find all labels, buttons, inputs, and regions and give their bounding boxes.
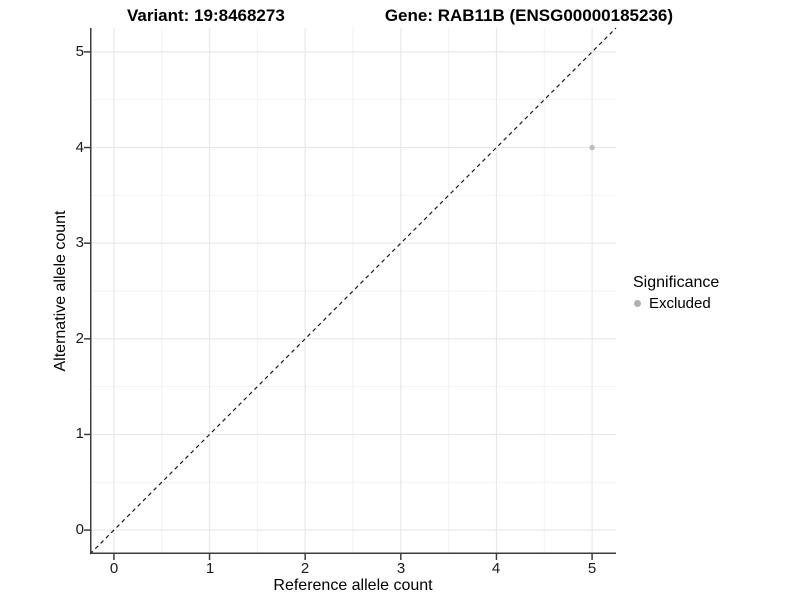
plot-title-variant: Variant: 19:8468273 [126, 6, 285, 25]
legend-title: Significance [633, 274, 720, 291]
x-tick-label: 1 [205, 560, 215, 577]
x-tick-label: 3 [396, 560, 406, 577]
x-tick-label: 2 [300, 560, 310, 577]
legend-item-label: Excluded [649, 295, 711, 312]
plot-title-gene: Gene: RAB11B (ENSG00000185236) [384, 6, 674, 25]
y-tick-label: 3 [75, 234, 84, 251]
y-axis-title: Alternative allele count [52, 210, 69, 372]
y-tick-label: 5 [75, 43, 84, 60]
data-point [589, 144, 595, 151]
x-tick-label: 0 [109, 560, 119, 577]
excluded-point-icon [634, 300, 641, 307]
x-tick-label: 4 [491, 560, 501, 577]
plot-panel [84, 27, 617, 560]
y-tick-label: 1 [75, 425, 84, 442]
y-tick-label: 2 [75, 330, 84, 347]
identity-line [89, 27, 617, 555]
y-tick-label: 0 [75, 521, 84, 538]
x-axis-title: Reference allele count [273, 577, 433, 594]
legend-item-excluded: Excluded [631, 295, 719, 312]
y-tick-label: 4 [75, 139, 84, 156]
plot-title: Variant: 19:8468273 Gene: RAB11B (ENSG00… [0, 6, 800, 26]
legend: Significance Excluded [631, 273, 719, 312]
x-tick-label: 5 [587, 560, 597, 577]
